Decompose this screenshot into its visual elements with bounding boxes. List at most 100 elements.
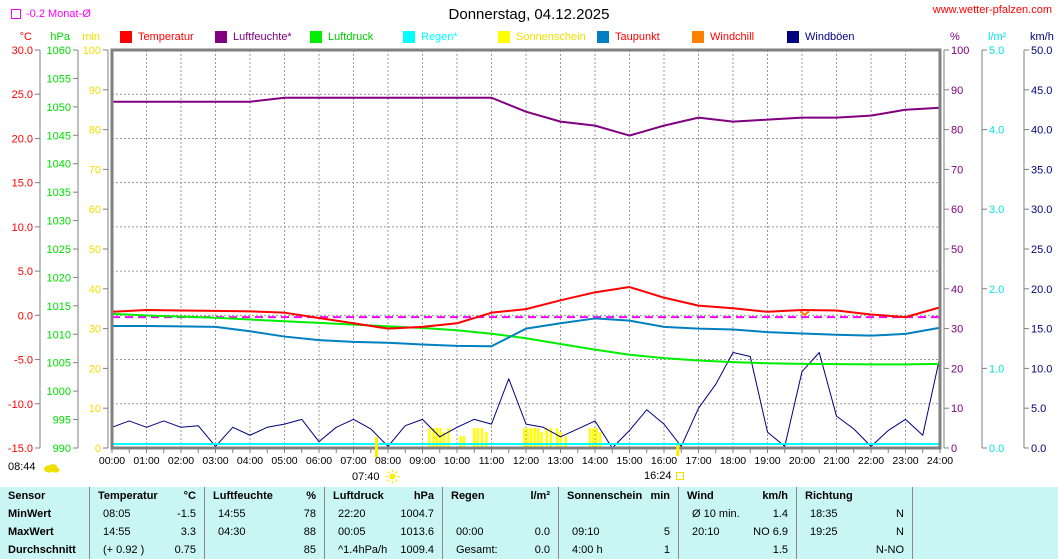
series-windböen (111, 351, 941, 449)
table-cell: 09:10 (572, 526, 600, 538)
table-cell: ^1.4hPa/h (338, 544, 388, 556)
table-column-sensor: Sensor MinWert MaxWert Durchschnitt (0, 487, 89, 559)
series-temperatur (111, 286, 941, 330)
axis-tick-label-%: 20 (951, 363, 963, 375)
month-average-square-icon (11, 9, 21, 19)
table-column-luftdruck: Luftdruck hPa 22:20 1004.7 00:05 1013.6 ^1.4hP… (324, 487, 442, 559)
table-cell-value (904, 487, 912, 505)
x-axis-label: 02:00 (167, 455, 195, 467)
table-row: 18:35 N (797, 505, 912, 523)
legend-swatch (310, 31, 322, 43)
x-axis-label: 04:00 (236, 455, 264, 467)
legend-item-regen: Regen* (403, 31, 458, 43)
axis-tick-label-%: 10 (951, 403, 963, 415)
legend-label: Luftfeuchte* (233, 31, 292, 43)
table-cell-value (81, 487, 89, 505)
legend-item-taupunkt: Taupunkt (597, 31, 660, 43)
x-axis-label: 22:00 (857, 455, 885, 467)
table-column-richtung: Richtung 18:35 N 19:25 N N-NO (796, 487, 912, 559)
axis-tick-label-km/h: 20.0 (1031, 284, 1052, 296)
table-cell-value: 0.0 (534, 544, 550, 556)
table-row: 20:10 NO 6.9 (679, 523, 796, 541)
table-cell-value: 1 (663, 544, 670, 556)
table-cell-value: hPa (413, 490, 434, 502)
axis-tick-label-%: 100 (951, 45, 969, 57)
axis-tick-label-°C: -10.0 (8, 399, 33, 411)
axis-tick-label-min: 90 (89, 85, 101, 97)
legend-label: Luftdruck (328, 31, 374, 43)
axis-tick-label-min: 40 (89, 284, 101, 296)
sunset-square-icon (675, 472, 684, 480)
legend-item-windböen: Windböen (787, 31, 855, 43)
axis-tick-label-km/h: 45.0 (1031, 85, 1052, 97)
sunshine-bar (564, 436, 567, 448)
sunshine-bar (526, 428, 530, 448)
table-cell-value: 1013.6 (400, 526, 434, 538)
axis-tick-label-l/m²: 2.0 (989, 284, 1004, 296)
table-cell: MinWert (8, 508, 52, 520)
table-cell-value: N (896, 526, 904, 538)
x-axis-label: 18:00 (719, 455, 747, 467)
table-header-row (913, 487, 1058, 505)
table-column-wind: Wind km/h Ø 10 min. 1.4 20:10 NO 6.9 1.5 (678, 487, 796, 559)
table-row: 08:05 -1.5 (90, 505, 204, 523)
table-cell-value: 1004.7 (400, 508, 434, 520)
table-header-row: Wind km/h (679, 487, 796, 505)
table-row: Ø 10 min. 1.4 (679, 505, 796, 523)
table-row (913, 541, 1058, 559)
axis-tick-label-km/h: 15.0 (1031, 324, 1052, 336)
table-column-regen: Regen l/m² 00:00 0.0 Gesamt: 0.0 (442, 487, 558, 559)
table-cell-value (1050, 505, 1058, 523)
axis-tick-label-km/h: 25.0 (1031, 244, 1052, 256)
table-cell: Temperatur (98, 490, 158, 502)
table-row: 22:20 1004.7 (325, 505, 442, 523)
axis-tick-label-min: 80 (89, 125, 101, 137)
legend-label: Windchill (710, 31, 755, 43)
axis-tick-label-hPa: 1015 (47, 301, 71, 313)
axis-tick-label-%: 0 (951, 443, 957, 455)
table-cell-value (1050, 487, 1058, 505)
x-axis-label: 14:00 (581, 455, 609, 467)
table-cell-value: N-NO (875, 544, 904, 556)
table-row: 04:30 88 (205, 523, 324, 541)
table-row: 4:00 h 1 (559, 541, 678, 559)
x-axis-label: 10:00 (443, 455, 471, 467)
axis-tick-label-min: 50 (89, 244, 101, 256)
table-row: 09:10 5 (559, 523, 678, 541)
x-axis-label: 07:00 (340, 455, 367, 467)
x-axis-label: 16:00 (650, 455, 678, 467)
sunshine-bar (476, 428, 479, 448)
x-axis-label: 06:00 (305, 455, 333, 467)
legend-swatch (692, 31, 704, 43)
table-cell-value: 0.0 (534, 526, 550, 538)
series-luftfeuchte (112, 96, 941, 137)
axis-tick-label-l/m²: 1.0 (989, 363, 1004, 375)
table-cell: 20:10 (692, 526, 720, 538)
axis-tick-label-%: 90 (951, 85, 963, 97)
table-cell-value: N (896, 508, 904, 520)
series-luftdruck (111, 312, 941, 366)
legend-item-temperatur: Temperatur (120, 31, 194, 43)
table-row: Gesamt: 0.0 (443, 541, 558, 559)
sunshine-bar (545, 428, 548, 448)
update-time-label: 08:44 (8, 461, 36, 473)
axis-tick-label-°C: -5.0 (14, 355, 33, 367)
plot-border (110, 48, 942, 450)
axis-tick-label-km/h: 30.0 (1031, 204, 1052, 216)
table-cell: Wind (687, 490, 714, 502)
table-cell: 4:00 h (572, 544, 603, 556)
page-title: Donnerstag, 04.12.2025 (448, 6, 610, 23)
table-cell-value: 78 (303, 508, 316, 520)
table-row: MinWert (0, 505, 89, 523)
sunset-time: 16:24 (644, 470, 672, 482)
table-cell (913, 523, 926, 541)
table-cell (559, 505, 572, 523)
table-cell (205, 541, 218, 559)
axis-tick-label-°C: 15.0 (12, 178, 33, 190)
legend-label: Regen* (421, 31, 458, 43)
axis-tick-label-°C: 25.0 (12, 89, 33, 101)
table-cell: 19:25 (810, 526, 838, 538)
table-row: ^1.4hPa/h 1009.4 (325, 541, 442, 559)
axis-tick-label-hPa: 1050 (47, 102, 71, 114)
